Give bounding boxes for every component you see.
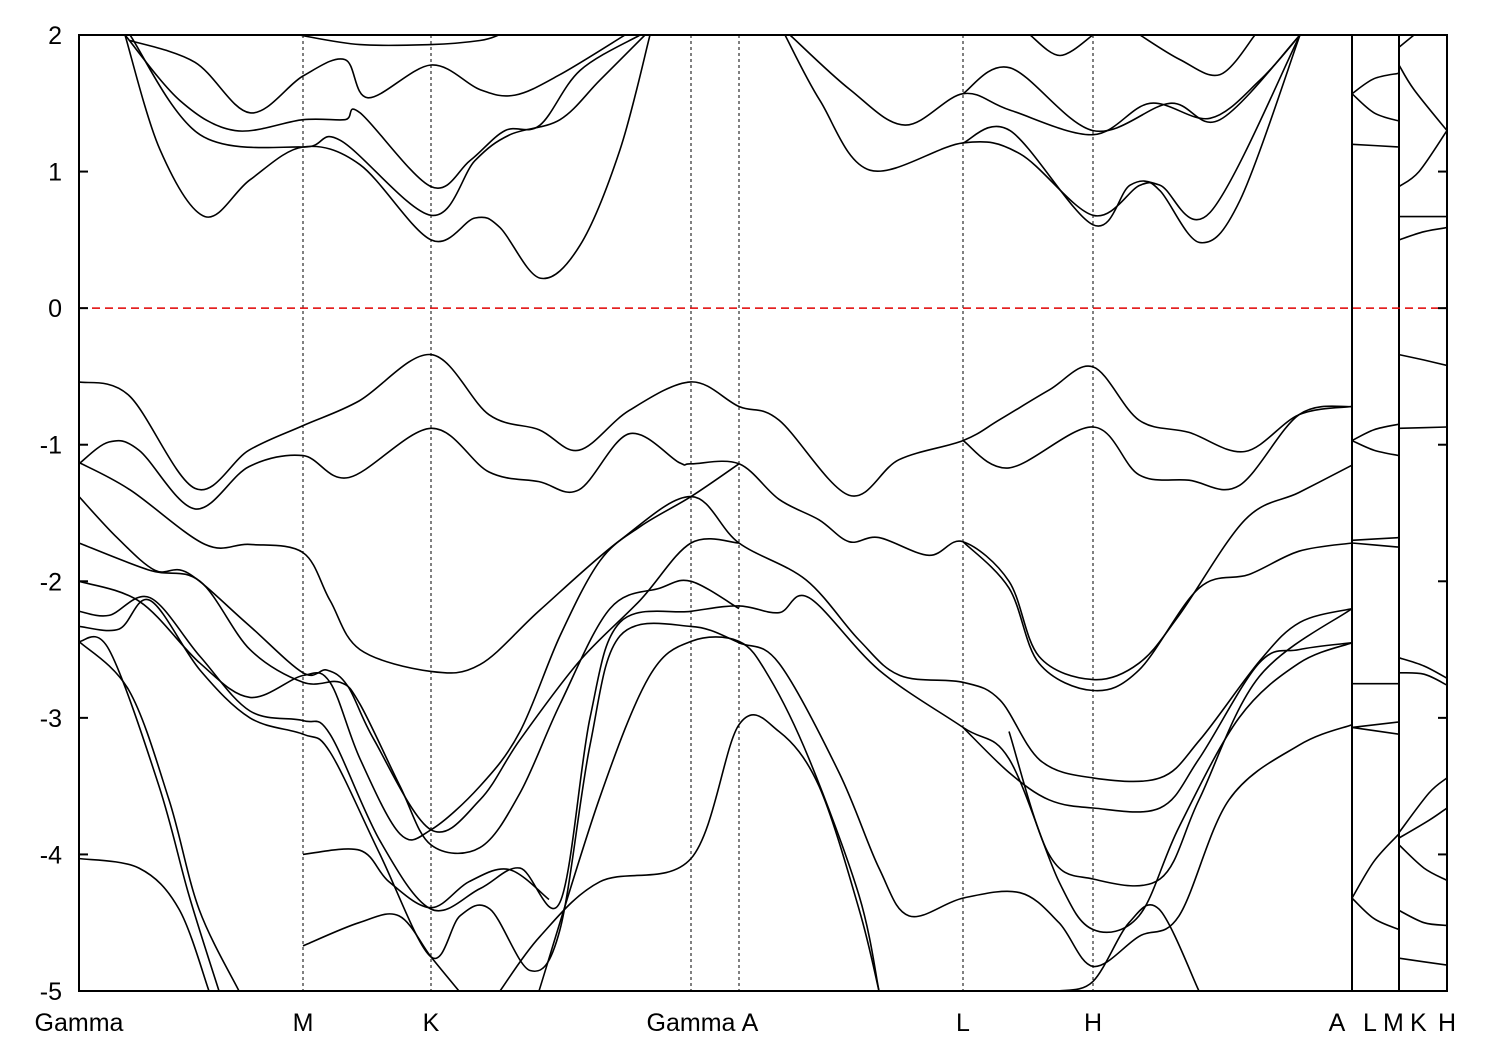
band-line <box>1008 607 1353 887</box>
x-axis: Gamma M K Gamma A L H A L M K H <box>35 1009 1456 1037</box>
band-line <box>1398 671 1447 686</box>
band-line <box>1398 426 1447 430</box>
y-tick-label: 2 <box>48 22 62 50</box>
y-tick-label: 0 <box>48 295 62 323</box>
band-line <box>79 461 1353 783</box>
band-line <box>1398 64 1447 132</box>
band-line <box>129 35 626 114</box>
y-tick-label: -1 <box>40 432 62 460</box>
y-tick-label: -4 <box>40 841 62 869</box>
band-line <box>1398 957 1447 966</box>
y-tick-label: -2 <box>40 568 62 596</box>
band-line <box>1351 93 1400 122</box>
band-line <box>302 848 550 909</box>
band-line <box>1351 897 1400 931</box>
band-line <box>1351 721 1400 729</box>
band-line <box>79 635 220 991</box>
band-line <box>1351 833 1400 899</box>
band-line <box>1351 726 1400 735</box>
band-line <box>1351 72 1400 95</box>
band-line <box>129 35 646 217</box>
kpath-lines <box>302 35 1400 991</box>
band-line <box>962 35 1301 133</box>
y-axis: 2 1 0 -1 -2 -3 -4 -5 <box>40 22 1447 1006</box>
x-tick-label: K <box>1410 1009 1427 1037</box>
plot-frame <box>78 34 1448 992</box>
band-line <box>1351 143 1400 148</box>
band-line <box>1058 903 1200 991</box>
x-tick-label: L <box>956 1009 970 1037</box>
band-line <box>499 713 880 991</box>
band-line <box>1351 542 1400 548</box>
x-tick-label: M <box>293 1009 314 1037</box>
band-line <box>1029 35 1094 57</box>
band-line <box>79 542 740 855</box>
band-line <box>784 35 1301 244</box>
band-line <box>79 857 210 991</box>
x-tick-label: A <box>1329 1009 1346 1037</box>
y-tick-label: 1 <box>48 159 62 187</box>
band-line <box>79 496 740 833</box>
band-line <box>79 598 1353 973</box>
y-tick-label: -3 <box>40 705 62 733</box>
band-line <box>962 405 1353 491</box>
band-line <box>1398 130 1447 188</box>
x-tick-label: H <box>1438 1009 1456 1037</box>
band-line <box>79 353 1353 497</box>
x-tick-label: Gamma <box>647 1009 736 1037</box>
band-line <box>124 35 641 189</box>
band-line <box>79 640 240 991</box>
band-line <box>962 35 1301 227</box>
x-tick-label: K <box>423 1009 440 1037</box>
band-line <box>789 35 1301 136</box>
band-line <box>1398 35 1415 48</box>
bands <box>79 35 1447 991</box>
x-tick-label: L <box>1363 1009 1377 1037</box>
band-line <box>1398 226 1447 241</box>
band-line <box>1398 777 1447 834</box>
band-line <box>124 35 651 280</box>
band-line <box>1139 35 1256 77</box>
band-line <box>538 636 880 991</box>
band-line <box>1398 844 1447 882</box>
band-line <box>1398 807 1447 839</box>
band-line <box>302 913 460 991</box>
band-line <box>298 35 500 47</box>
band-line <box>79 427 1353 681</box>
y-tick-label: -5 <box>40 978 62 1006</box>
band-line <box>962 641 1353 813</box>
x-tick-label: Gamma <box>35 1009 124 1037</box>
band-line <box>1398 353 1447 367</box>
x-tick-label: A <box>742 1009 759 1037</box>
band-line <box>1398 657 1447 680</box>
band-line <box>1351 536 1400 542</box>
band-line <box>1351 439 1400 457</box>
x-tick-label: M <box>1383 1009 1404 1037</box>
band-line <box>79 594 1353 934</box>
band-line <box>962 541 1353 692</box>
band-line <box>1398 909 1447 927</box>
x-tick-label: H <box>1084 1009 1102 1037</box>
band-line <box>1351 423 1400 442</box>
band-line <box>79 463 740 841</box>
